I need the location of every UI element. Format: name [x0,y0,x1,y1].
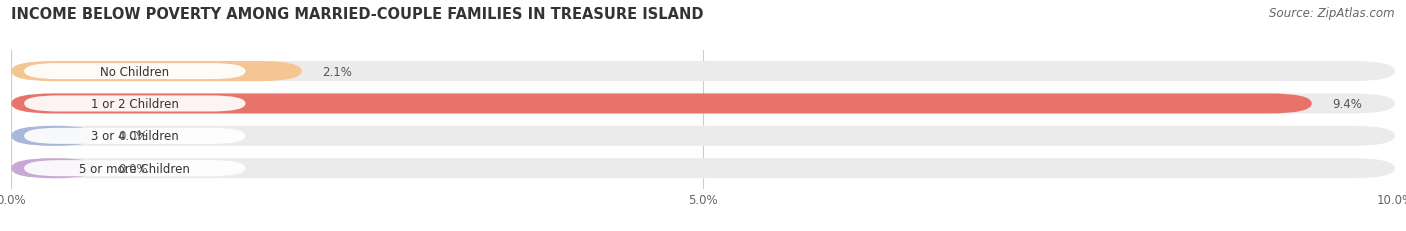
FancyBboxPatch shape [24,128,246,144]
Text: INCOME BELOW POVERTY AMONG MARRIED-COUPLE FAMILIES IN TREASURE ISLAND: INCOME BELOW POVERTY AMONG MARRIED-COUPL… [11,7,704,22]
Text: No Children: No Children [100,65,169,78]
FancyBboxPatch shape [11,94,1312,114]
Text: 0.0%: 0.0% [118,162,148,175]
FancyBboxPatch shape [11,158,1395,179]
Text: 3 or 4 Children: 3 or 4 Children [91,130,179,143]
Text: Source: ZipAtlas.com: Source: ZipAtlas.com [1270,7,1395,20]
Text: 0.0%: 0.0% [118,130,148,143]
Text: 5 or more Children: 5 or more Children [79,162,190,175]
FancyBboxPatch shape [11,94,1395,114]
FancyBboxPatch shape [11,126,97,146]
Text: 9.4%: 9.4% [1333,97,1362,110]
FancyBboxPatch shape [24,64,246,80]
FancyBboxPatch shape [24,96,246,112]
FancyBboxPatch shape [11,158,97,179]
FancyBboxPatch shape [11,62,1395,82]
Text: 1 or 2 Children: 1 or 2 Children [91,97,179,110]
FancyBboxPatch shape [11,62,302,82]
FancyBboxPatch shape [24,161,246,176]
FancyBboxPatch shape [11,126,1395,146]
Text: 2.1%: 2.1% [322,65,353,78]
